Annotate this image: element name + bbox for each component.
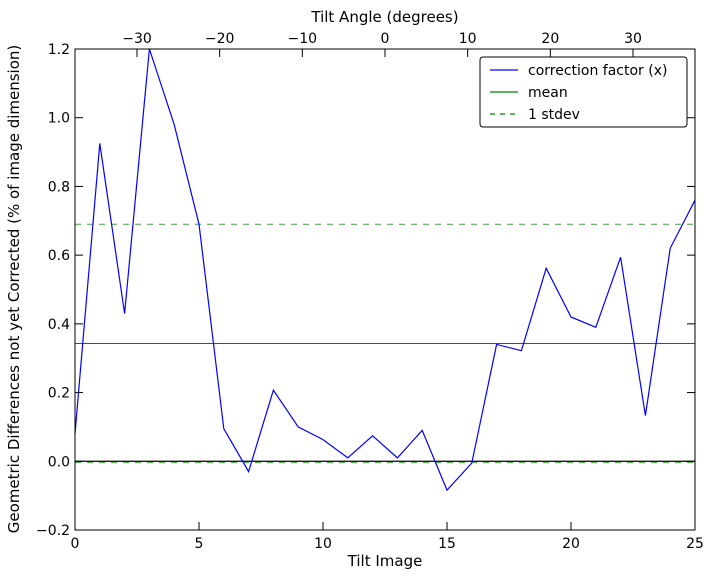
plot-layer xyxy=(74,48,696,492)
y-tick-label: 0.2 xyxy=(48,386,70,402)
y-axis-title: Geometric Differences not yet Corrected … xyxy=(5,45,23,534)
x2-tick-label: 0 xyxy=(381,31,390,47)
x-tick-label: 15 xyxy=(438,536,456,552)
legend-label-mean: mean xyxy=(528,85,568,101)
x2-tick-label: −10 xyxy=(288,31,318,47)
legend: correction factor (x) mean 1 stdev xyxy=(479,56,688,128)
y-tick-label: 0.4 xyxy=(48,317,70,333)
y-tick-label: 0.6 xyxy=(48,248,70,264)
x-axis-title: Tilt Image xyxy=(347,552,423,570)
x-tick-label: 25 xyxy=(686,536,704,552)
correction-factor-line xyxy=(74,48,696,492)
x2-tick-label: 20 xyxy=(541,31,559,47)
y-tick-label: 1.2 xyxy=(48,42,70,58)
ticks-layer: 0 5 10 15 20 25 −30 −20 −10 0 10 20 30 −0.2 0.0 0.2 0.4 0… xyxy=(36,31,704,552)
x-tick-label: 0 xyxy=(71,536,80,552)
y-tick-label: 1.0 xyxy=(48,111,70,127)
x2-tick-label: 10 xyxy=(459,31,477,47)
y-tick-label: 0.8 xyxy=(48,179,70,195)
x2-tick-label: −30 xyxy=(122,31,152,47)
legend-label-correction-factor: correction factor (x) xyxy=(528,63,667,79)
top-axis-title: Tilt Angle (degrees) xyxy=(310,8,458,26)
x-tick-label: 5 xyxy=(195,536,204,552)
x2-tick-label: −20 xyxy=(205,31,235,47)
legend-label-stdev: 1 stdev xyxy=(528,107,580,123)
legend-box xyxy=(479,56,688,128)
x-tick-label: 20 xyxy=(562,536,580,552)
x-tick-label: 10 xyxy=(314,536,332,552)
x2-tick-label: 30 xyxy=(624,31,642,47)
y-tick-label: −0.2 xyxy=(36,523,70,539)
y-tick-label: 0.0 xyxy=(48,454,70,470)
